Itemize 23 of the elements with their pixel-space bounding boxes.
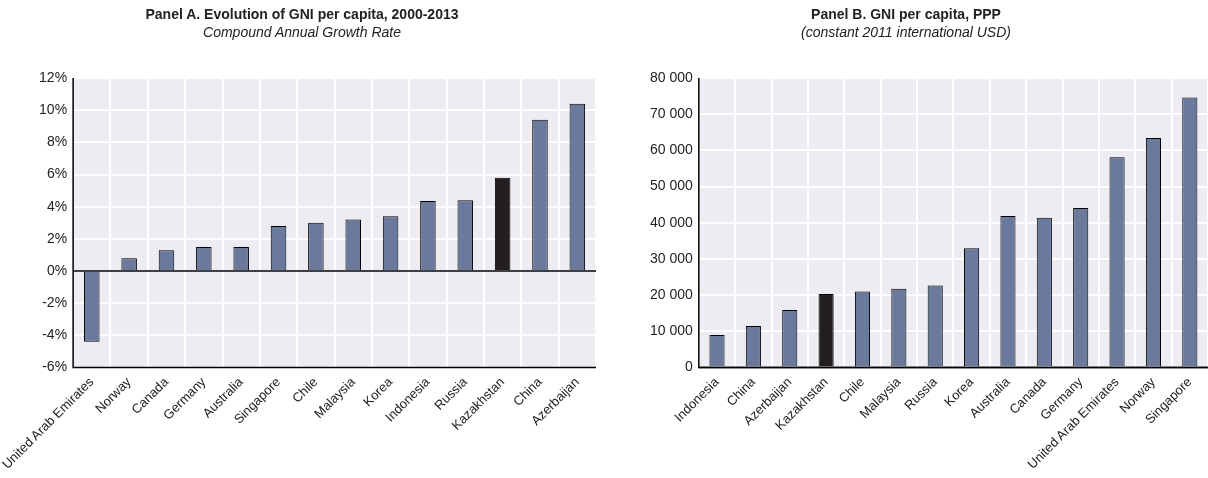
y-tick-label: 30 000	[649, 249, 694, 266]
y-tick-label: 6%	[46, 165, 68, 182]
y-tick-label: 8%	[46, 133, 68, 150]
chart-title: Panel B. GNI per capita, PPP	[810, 6, 1002, 22]
y-tick-label: 60 000	[649, 141, 694, 158]
y-tick-label: 40 000	[649, 213, 694, 230]
y-tick-label: 4%	[46, 197, 68, 214]
y-tick-label: 2%	[46, 229, 68, 246]
y-tick-label: 0%	[46, 261, 68, 278]
y-tick-label: -6%	[42, 358, 68, 375]
chart-subtitle: (constant 2011 international USD)	[800, 24, 1012, 40]
y-tick-label: 0	[685, 358, 694, 375]
chart-subtitle: Compound Annual Growth Rate	[202, 24, 402, 40]
chart-title: Panel A. Evolution of GNI per capita, 2000-2013	[144, 6, 460, 22]
y-tick-label: 80 000	[649, 68, 694, 85]
y-tick-label: 10 000	[649, 322, 694, 339]
y-tick-label: -2%	[42, 294, 68, 311]
y-tick-label: -4%	[42, 326, 68, 343]
y-tick-label: 20 000	[649, 286, 694, 303]
y-tick-label: 70 000	[649, 105, 694, 122]
y-tick-label: 12%	[39, 68, 68, 85]
y-tick-label: 10%	[39, 101, 68, 118]
y-tick-label: 50 000	[649, 177, 694, 194]
